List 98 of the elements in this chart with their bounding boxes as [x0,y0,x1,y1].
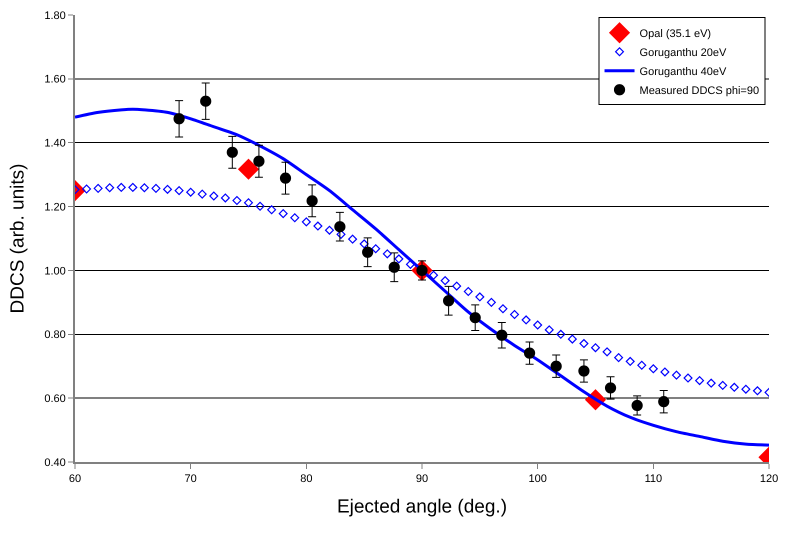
point [752,386,762,396]
point [741,384,750,394]
point [394,254,404,264]
point [253,156,265,167]
point [498,304,508,314]
point [382,249,392,258]
x-axis-title: Ejected angle (deg.) [336,496,508,518]
point [302,217,311,226]
x-tick-label: 90 [416,473,428,486]
point [544,325,554,334]
point [568,334,577,344]
x-tick-label: 70 [184,473,197,486]
legend-label: Measured DDCS phi=90 [640,85,760,98]
line-series [75,108,769,447]
point [626,356,635,366]
point [267,205,276,214]
x-tick-label: 100 [528,473,547,486]
point [209,192,218,201]
point [672,370,681,380]
y-tick-label: 1.80 [44,10,66,22]
point [360,239,369,248]
x-tick-label: 60 [68,473,82,486]
point [238,158,259,180]
point [556,330,566,339]
point [174,186,184,196]
point [220,193,230,202]
point [406,260,415,269]
point [440,276,450,286]
point [443,295,454,306]
point [362,246,374,258]
y-tick-label: 0.60 [44,392,66,405]
point [522,315,531,324]
point [496,330,508,341]
point [151,184,160,193]
point [278,209,288,218]
point [371,244,380,254]
y-axis-title: DDCS (arb. units) [8,164,29,314]
point [200,96,212,107]
point [464,287,473,296]
y-tick-label: 1.20 [44,201,66,214]
point [475,292,484,302]
point [660,367,670,376]
point [116,182,126,192]
point [658,396,670,408]
point [579,339,588,348]
y-tick-label: 0.40 [44,456,66,469]
point [632,400,643,412]
point [718,380,728,390]
legend-label: Opal (35.1 eV) [640,28,712,40]
point [256,202,265,211]
point [94,184,103,193]
y-tick-label: 1.00 [44,265,66,278]
point [82,184,92,194]
point [388,262,400,273]
point [174,113,185,124]
point [198,190,207,199]
point [429,270,438,280]
point [706,378,716,388]
y-tick-label: 1.40 [44,138,66,150]
point [533,320,542,330]
x-tick-label: 120 [760,473,778,486]
point [637,360,646,370]
point [695,376,704,386]
point [578,365,590,377]
point [280,172,292,184]
legend-label: Goruganthu 40eV [640,66,728,78]
x-tick-label: 110 [644,473,662,486]
point [524,348,536,359]
point [591,343,600,352]
point [232,196,242,205]
point [313,222,322,231]
point [470,312,481,324]
point [510,310,520,319]
point [550,360,562,372]
point [244,198,253,208]
point [128,182,138,192]
legend-label: Goruganthu 20eV [640,47,728,60]
point [452,282,462,291]
point [348,234,358,244]
point [186,188,196,197]
y-tick-label: 0.80 [44,329,66,342]
point [684,374,693,383]
point [614,353,624,362]
point [604,382,616,394]
point [730,382,739,392]
y-tick-label: 1.60 [44,74,66,86]
point [163,184,172,194]
point [290,213,300,222]
point [334,221,346,232]
point [105,183,114,192]
x-tick-label: 80 [300,473,312,486]
point [140,183,149,192]
point [648,364,658,374]
point [602,347,612,356]
point [306,195,318,206]
point [226,146,238,158]
point [486,298,496,307]
point [324,226,334,235]
